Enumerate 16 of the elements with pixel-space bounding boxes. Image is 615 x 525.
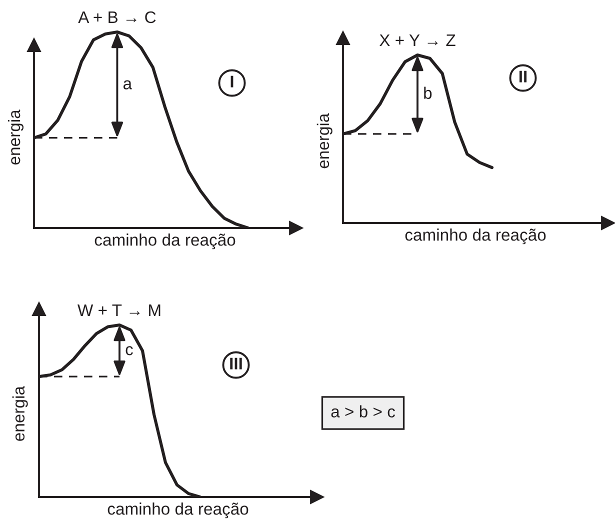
chart-title: A + B → C (78, 11, 156, 24)
annotation: b (424, 86, 432, 99)
y-axis-title: energia (12, 386, 28, 441)
annotation: I (230, 76, 234, 88)
y-axis-title: energia (8, 110, 24, 165)
annotation: c (126, 346, 133, 356)
x-axis-title: caminho da reação (94, 234, 236, 250)
text: II (519, 70, 527, 82)
x-axis-title: caminho da reação (108, 502, 248, 518)
y-axis-title: energia (316, 113, 332, 168)
x-axis-title: caminho da reação (405, 228, 546, 244)
annotation: a (123, 80, 132, 90)
chart-title: X + Y → Z (380, 34, 456, 46)
chart-title: W + T → M (78, 304, 160, 316)
text: a > b > c (331, 405, 395, 418)
text: III (230, 358, 242, 370)
